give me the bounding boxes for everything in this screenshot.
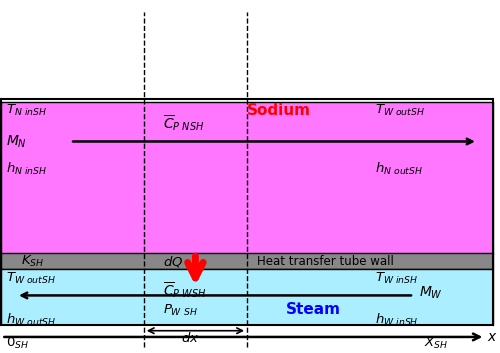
Text: $dQ$: $dQ$: [164, 254, 184, 269]
Text: $X_{SH}$: $X_{SH}$: [424, 336, 448, 351]
Text: $h_{W\ inSH}$: $h_{W\ inSH}$: [374, 312, 418, 328]
Text: Sodium: Sodium: [247, 103, 311, 118]
Text: $K_{SH}$: $K_{SH}$: [21, 254, 44, 269]
Bar: [2, 253, 492, 269]
Text: Heat transfer tube wall: Heat transfer tube wall: [257, 255, 394, 268]
Text: $h_{N\ inSH}$: $h_{N\ inSH}$: [6, 161, 48, 177]
Bar: [2, 102, 492, 254]
Text: $T_{N\ inSH}$: $T_{N\ inSH}$: [6, 103, 48, 118]
Text: $h_{N\ outSH}$: $h_{N\ outSH}$: [374, 161, 423, 177]
Text: $\overline{C}_{P\ WSH}$: $\overline{C}_{P\ WSH}$: [164, 280, 207, 300]
Text: $\overline{C}_{P\ NSH}$: $\overline{C}_{P\ NSH}$: [164, 113, 205, 133]
Bar: [2, 99, 492, 325]
Text: $0_{SH}$: $0_{SH}$: [6, 336, 30, 351]
Bar: [2, 325, 492, 347]
Text: $h_{W\ outSH}$: $h_{W\ outSH}$: [6, 312, 56, 328]
Text: $P_{W\ SH}$: $P_{W\ SH}$: [164, 303, 198, 317]
Text: Steam: Steam: [286, 303, 342, 317]
Text: $T_{W\ outSH}$: $T_{W\ outSH}$: [374, 103, 424, 118]
Text: $M_W$: $M_W$: [419, 285, 443, 301]
Bar: [2, 269, 492, 325]
Text: $T_{W\ inSH}$: $T_{W\ inSH}$: [374, 271, 418, 286]
Text: $dx$: $dx$: [182, 331, 200, 345]
Text: $x$: $x$: [486, 330, 498, 344]
Text: $T_{W\ outSH}$: $T_{W\ outSH}$: [6, 271, 56, 286]
Text: $M_N$: $M_N$: [6, 133, 28, 150]
